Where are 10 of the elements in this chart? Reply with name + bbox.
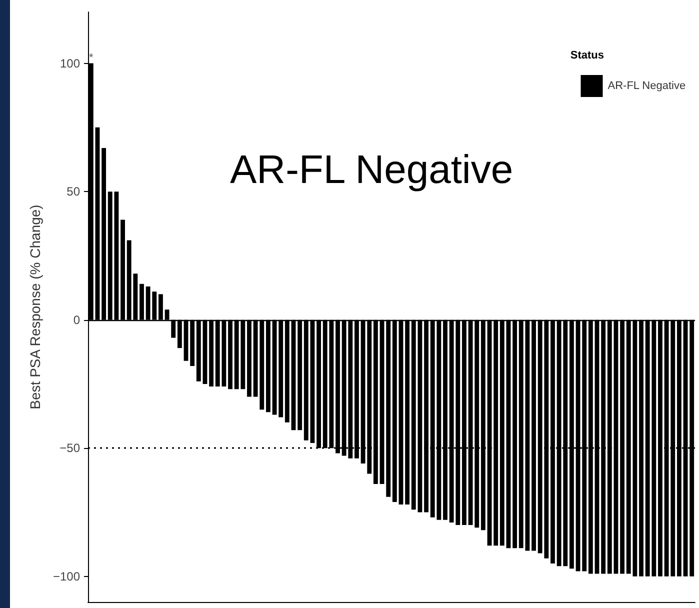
data-label: * — [89, 52, 94, 64]
y-tick-label: 100 — [60, 56, 80, 70]
y-tick-label: 0 — [73, 312, 80, 327]
y-tick-label: −50 — [60, 441, 80, 456]
annotation: AR-FL Negative — [230, 148, 514, 192]
legend-title: Status — [570, 50, 604, 62]
legend-label: AR-FL Negative — [608, 80, 686, 92]
y-tick-label: −100 — [52, 569, 80, 584]
y-tick-label: 50 — [66, 184, 80, 199]
y-axis-title: Best PSA Response (% Change) — [27, 204, 44, 410]
